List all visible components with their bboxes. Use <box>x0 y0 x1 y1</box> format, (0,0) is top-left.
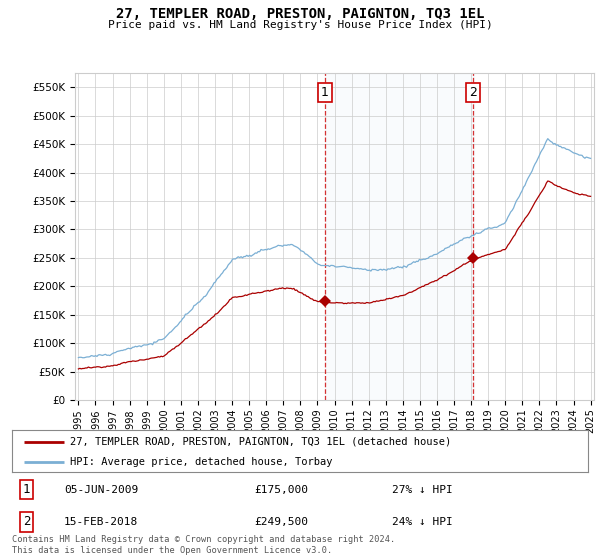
Text: 27% ↓ HPI: 27% ↓ HPI <box>392 484 453 494</box>
Text: £175,000: £175,000 <box>254 484 308 494</box>
Text: 15-FEB-2018: 15-FEB-2018 <box>64 517 138 527</box>
Text: 2: 2 <box>469 86 477 99</box>
Text: 27, TEMPLER ROAD, PRESTON, PAIGNTON, TQ3 1EL: 27, TEMPLER ROAD, PRESTON, PAIGNTON, TQ3… <box>116 7 484 21</box>
Text: Contains HM Land Registry data © Crown copyright and database right 2024.
This d: Contains HM Land Registry data © Crown c… <box>12 535 395 555</box>
Text: £249,500: £249,500 <box>254 517 308 527</box>
Text: 2: 2 <box>23 515 30 529</box>
Text: HPI: Average price, detached house, Torbay: HPI: Average price, detached house, Torb… <box>70 456 332 466</box>
Text: 27, TEMPLER ROAD, PRESTON, PAIGNTON, TQ3 1EL (detached house): 27, TEMPLER ROAD, PRESTON, PAIGNTON, TQ3… <box>70 437 451 447</box>
Text: 1: 1 <box>23 483 30 496</box>
Text: 24% ↓ HPI: 24% ↓ HPI <box>392 517 453 527</box>
Text: 1: 1 <box>321 86 329 99</box>
Text: 05-JUN-2009: 05-JUN-2009 <box>64 484 138 494</box>
Text: Price paid vs. HM Land Registry's House Price Index (HPI): Price paid vs. HM Land Registry's House … <box>107 20 493 30</box>
